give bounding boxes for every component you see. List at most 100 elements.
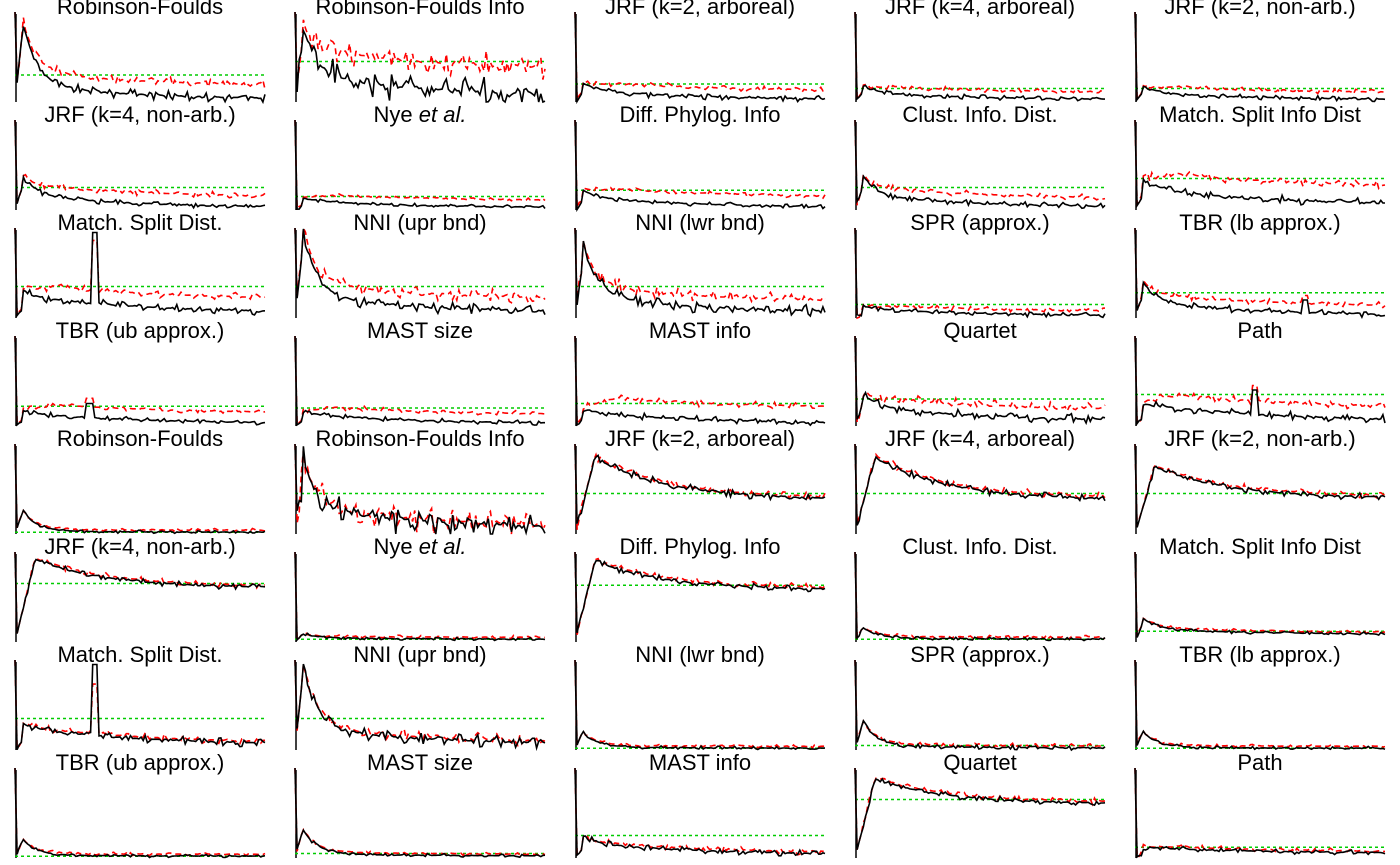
series-line-red-dashed [854, 11, 1106, 103]
series-line-red-dashed [854, 551, 1106, 641]
panel-b-3: JRF (k=4, arboreal) [854, 428, 1135, 540]
series-line-red-dashed [1134, 767, 1385, 858]
series-line-black [294, 659, 546, 752]
panel-title: JRF (k=4, arboreal) [884, 0, 1076, 19]
panel-b-16: MAST size [294, 752, 575, 864]
panel-plot [574, 119, 826, 213]
series-line-black [854, 659, 1106, 752]
panel-title: MAST info [648, 318, 752, 343]
series-line-red-dashed [574, 11, 826, 100]
panel-b-18: Quartet [854, 752, 1135, 864]
panel-title: Nye et al. [295, 104, 545, 126]
panel-plot [574, 551, 826, 642]
panel-plot [1134, 119, 1386, 210]
panel-a-5: JRF (k=4, non-arb.) [14, 104, 295, 216]
panel-title: MAST size [367, 750, 473, 775]
panel-a-14: TBR (lb approx.) [1134, 212, 1400, 324]
panel-plot [14, 335, 266, 427]
panel-title: JRF (k=2, non-arb.) [1164, 0, 1356, 19]
panel-title: MAST size [367, 318, 473, 343]
panel-plot [294, 11, 546, 104]
series-line-black [14, 119, 266, 210]
panel-title: MAST info [648, 750, 752, 775]
series-line-black [854, 443, 1106, 526]
panel-plot [1134, 227, 1386, 319]
panel-b-19: Path [1134, 752, 1400, 864]
series-line-black [854, 227, 1106, 319]
series-line-black [14, 11, 266, 105]
panel-a-8: Clust. Info. Dist. [854, 104, 1135, 216]
series-line-black [574, 443, 826, 524]
series-line-black [574, 227, 826, 318]
panel-title: JRF (k=2, arboreal) [604, 0, 796, 19]
series-line-black [574, 335, 826, 427]
series-line-red-dashed [574, 227, 826, 304]
series-line-red-dashed [14, 767, 266, 857]
series-line-red-dashed [14, 227, 266, 318]
series-line-red-dashed [1134, 227, 1386, 311]
series-line-black [854, 11, 1105, 102]
panel-title: JRF (k=2, arboreal) [604, 426, 796, 451]
panel-plot [14, 227, 266, 318]
series-line-red-dashed [574, 659, 826, 750]
series-line-red-dashed [854, 335, 1106, 423]
series-line-red-dashed [854, 659, 1106, 749]
panel-title: TBR (ub approx.) [55, 318, 225, 343]
series-line-red-dashed [574, 443, 826, 530]
panel-b-8: Clust. Info. Dist. [854, 536, 1135, 648]
series-line-red-dashed [574, 335, 826, 427]
series-line-red-dashed [294, 11, 546, 83]
series-line-red-dashed [294, 659, 546, 748]
series-line-red-dashed [1134, 119, 1386, 207]
panel-a-7: Diff. Phylog. Info [574, 104, 855, 216]
panel-plot [294, 224, 546, 318]
series-line-red-dashed [294, 767, 546, 857]
panel-plot [14, 119, 266, 210]
series-line-red-dashed [1134, 443, 1386, 527]
panel-plot [574, 767, 826, 858]
panel-title: Robinson-Foulds [56, 426, 224, 451]
panel-b-1: Robinson-Foulds Info [294, 428, 575, 540]
panel-plot [14, 551, 266, 642]
panel-title: Diff. Phylog. Info [619, 534, 781, 559]
panel-title: TBR (lb approx.) [1179, 642, 1341, 667]
series-line-black [1134, 119, 1385, 209]
panel-title: Match. Split Dist. [57, 642, 223, 667]
series-line-black [574, 119, 826, 213]
panel-title: Quartet [943, 750, 1017, 775]
panel-b-15: TBR (ub approx.) [14, 752, 295, 864]
panel-a-10: Match. Split Dist. [14, 212, 295, 324]
series-line-black [294, 11, 546, 104]
series-line-black [574, 551, 826, 633]
panel-plot [574, 335, 826, 427]
series-line-red-dashed [14, 119, 266, 203]
panel-title: JRF (k=4, arboreal) [884, 426, 1076, 451]
series-line-black [14, 335, 266, 427]
panel-plot [574, 227, 826, 318]
panel-a-17: MAST info [574, 320, 855, 432]
panel-a-4: JRF (k=2, non-arb.) [1134, 0, 1400, 108]
panel-title: Quartet [943, 318, 1017, 343]
panel-a-15: TBR (ub approx.) [14, 320, 295, 432]
series-line-black [294, 443, 546, 536]
panel-title: NNI (lwr bnd) [635, 642, 765, 667]
panel-plot [1134, 659, 1386, 751]
panel-plot [294, 551, 546, 642]
series-line-red-dashed [854, 227, 1106, 320]
series-line-red-dashed [294, 224, 546, 305]
panel-title: Match. Split Info Dist [1159, 534, 1361, 559]
panel-b-17: MAST info [574, 752, 855, 864]
series-line-red-dashed [854, 443, 1106, 524]
series-line-black [14, 551, 266, 634]
panel-a-12: NNI (lwr bnd) [574, 212, 855, 324]
series-line-black [1134, 335, 1386, 426]
panel-b-2: JRF (k=2, arboreal) [574, 428, 855, 540]
panel-title: Path [1237, 750, 1283, 775]
series-line-red-dashed [294, 443, 546, 535]
series-line-black [574, 659, 825, 751]
series-line-black [574, 11, 826, 105]
panel-b-7: Diff. Phylog. Info [574, 536, 855, 648]
panel-a-2: JRF (k=2, arboreal) [574, 0, 855, 108]
series-line-red-dashed [1134, 659, 1386, 749]
panel-title-text: Nye et al. [373, 102, 467, 127]
